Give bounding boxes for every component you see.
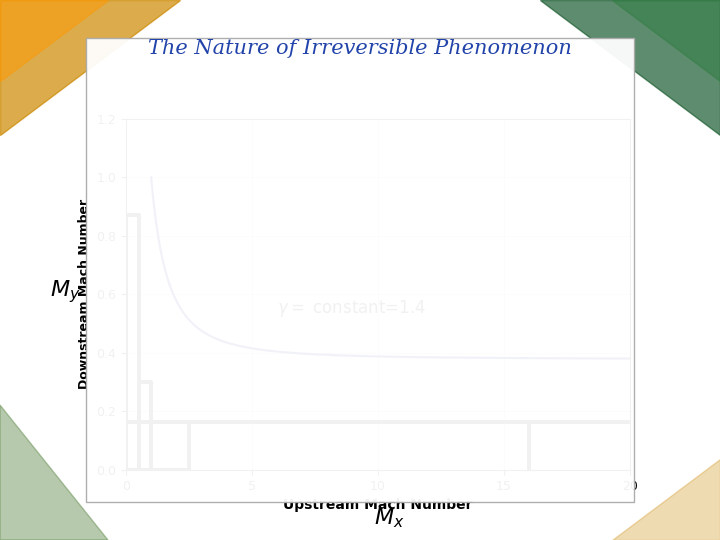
Text: $M_x$: $M_x$ — [374, 507, 404, 530]
Text: The Nature of Irreversible Phenomenon: The Nature of Irreversible Phenomenon — [148, 39, 572, 58]
X-axis label: Upstream Mach Number: Upstream Mach Number — [283, 498, 473, 512]
Text: $M_y$: $M_y$ — [50, 278, 80, 305]
Text: $\gamma =$ constant=1.4: $\gamma =$ constant=1.4 — [277, 299, 426, 320]
Y-axis label: Downstream Mach Number: Downstream Mach Number — [78, 199, 91, 389]
